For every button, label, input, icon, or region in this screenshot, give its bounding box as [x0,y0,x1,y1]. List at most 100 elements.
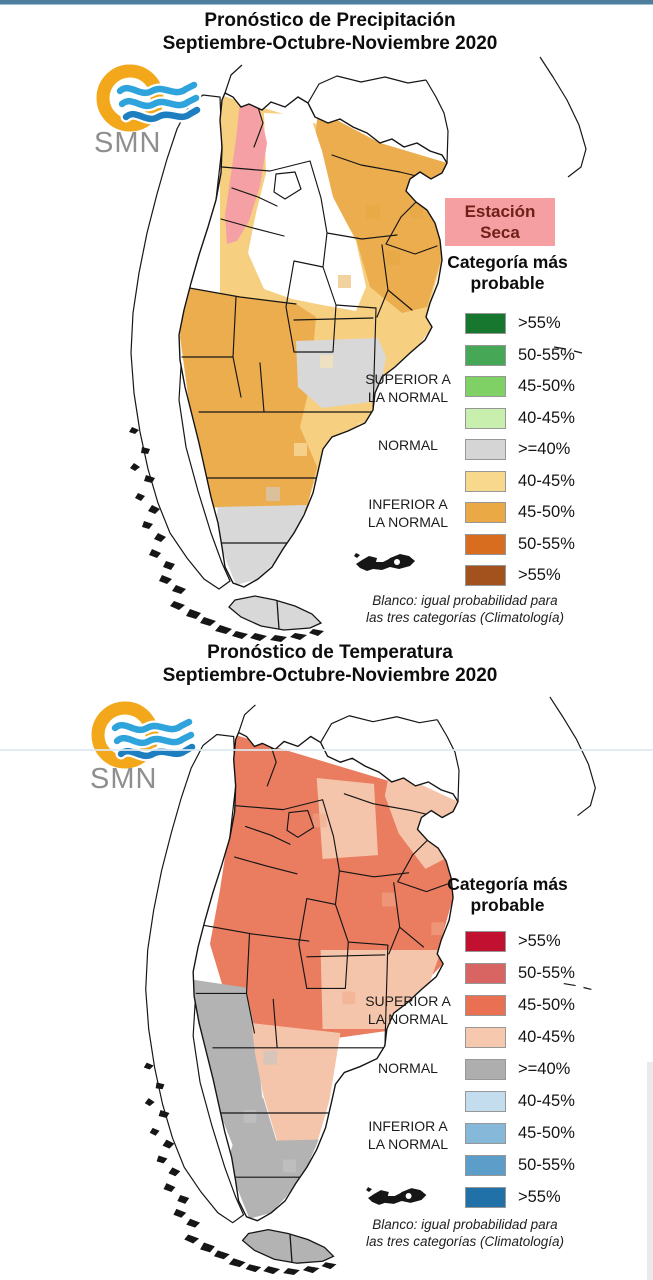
legend-swatch [465,994,506,1016]
temperature-map [143,696,596,1276]
legend-item: 45-50% [465,1117,650,1149]
legend-label: >55% [518,931,561,950]
region-inferior-45-50-west [180,287,317,511]
legend-swatch [465,565,506,587]
legend-label: >55% [518,1187,561,1206]
legend-label: 45-50% [518,377,575,396]
temperature-legend: >55% 50-55% 45-50% 40-45% >=40% 40-45% 4… [465,925,650,1213]
raster-noise-light [294,355,371,456]
region-normal-west-patagonia [193,979,263,1130]
legend-item: 45-50% [465,371,650,403]
legend-label: >55% [518,314,561,333]
legend-swatch [465,1154,506,1176]
legend-swatch [465,376,506,398]
legend-label: >=40% [518,1059,571,1078]
region-normal-south [216,505,307,585]
note-line2: las tres categorías (Climatología) [365,610,565,625]
legend-label: >=40% [518,440,571,459]
precipitation-title-line2: Septiembre-Octubre-Noviembre 2020 [162,33,498,54]
legend-item: 50-55% [465,340,650,372]
right-edge-artifact [647,1062,653,1280]
temperature-title-line1: Pronóstico de Temperatura [207,642,453,663]
legend-item: 40-45% [465,1085,650,1117]
precipitation-legend: >55% 50-55% 45-50% 40-45% >=40% 40-45% 4… [465,308,650,592]
legend-swatch [465,1026,506,1048]
waves-icon [114,79,203,125]
legend-item: 40-45% [465,1021,650,1053]
precipitation-legend-heading: Categoría más probable [447,252,568,293]
precipitation-forecast-regions [180,95,447,585]
legend-item: 40-45% [465,466,650,498]
legend-label: 45-50% [518,995,575,1014]
category-superior-label: SUPERIOR A LA NORMAL [365,993,451,1027]
legend-item: >55% [465,1181,650,1213]
temperature-title: Pronóstico de Temperatura Septiembre-Oct… [40,641,620,687]
raster-noise-gray [243,1050,296,1173]
category-inferior-label: INFERIOR A LA NORMAL [367,496,449,530]
smn-logo [91,701,198,769]
legend-item: 50-55% [465,529,650,561]
legend-label: 40-45% [518,471,575,490]
legend-item: >55% [465,560,650,592]
malvinas-islands [366,1187,427,1205]
smn-logo [96,64,203,132]
legend-label: 40-45% [518,1091,575,1110]
note-line1: Blanco: igual probabilidad para [372,1217,558,1232]
legend-swatch [465,1090,506,1112]
region-superior-40-45-central [316,778,378,860]
category-normal-label: NORMAL [378,1060,438,1076]
legend-label: 40-45% [518,408,575,427]
region-blanco [248,113,366,311]
legend-item: >55% [465,308,650,340]
region-estacion-seca [225,98,267,244]
note-line2: las tres categorías (Climatología) [365,1234,565,1249]
category-normal-label: NORMAL [378,437,438,453]
legend-item: 50-55% [465,957,650,989]
note-line1: Blanco: igual probabilidad para [372,593,558,608]
precipitation-note: Blanco: igual probabilidad para las tres… [305,592,625,626]
malvinas-islands [354,553,415,571]
legend-label: 50-55% [518,1155,575,1174]
legend-label: 40-45% [518,1027,575,1046]
legend-item: >=40% [465,1053,650,1085]
temperature-forecast-regions [193,734,458,1219]
smn-logo-text: SMN [90,763,158,795]
legend-label: >55% [518,566,561,585]
legend-swatch [465,439,506,461]
raster-noise-dark [338,205,423,288]
precipitation-title-line1: Pronóstico de Precipitación [204,10,456,31]
legend-swatch [465,344,506,366]
faint-divider-line [0,749,653,751]
legend-swatch [465,1122,506,1144]
raster-noise-gray [266,375,383,501]
legend-item: 40-45% [465,403,650,435]
legend-label: 45-50% [518,1123,575,1142]
category-superior-label: SUPERIOR A LA NORMAL [365,371,451,405]
legend-item: 50-55% [465,1149,650,1181]
legend-swatch [465,502,506,524]
legend-label: 50-55% [518,345,575,364]
legend-item: >=40% [465,434,650,466]
legend-swatch [465,470,506,492]
precipitation-title: Pronóstico de Precipitación Septiembre-O… [40,9,620,55]
legend-swatch [465,930,506,952]
legend-swatch [465,1186,506,1208]
waves-icon [109,716,198,762]
precipitation-map [128,56,587,643]
legend-swatch [465,313,506,335]
legend-swatch [465,407,506,429]
legend-label: 50-55% [518,963,575,982]
top-border-bar [0,0,653,5]
legend-item: 45-50% [465,989,650,1021]
region-normal-south [228,1139,319,1219]
temperature-note: Blanco: igual probabilidad para las tres… [305,1216,625,1250]
temperature-title-line2: Septiembre-Octubre-Noviembre 2020 [162,665,498,686]
legend-item: 45-50% [465,497,650,529]
legend-item: >55% [465,925,650,957]
legend-label: 50-55% [518,534,575,553]
legend-swatch [465,1058,506,1080]
legend-swatch [465,962,506,984]
category-inferior-label: INFERIOR A LA NORMAL [367,1118,449,1152]
temperature-legend-heading: Categoría más probable [447,874,568,915]
